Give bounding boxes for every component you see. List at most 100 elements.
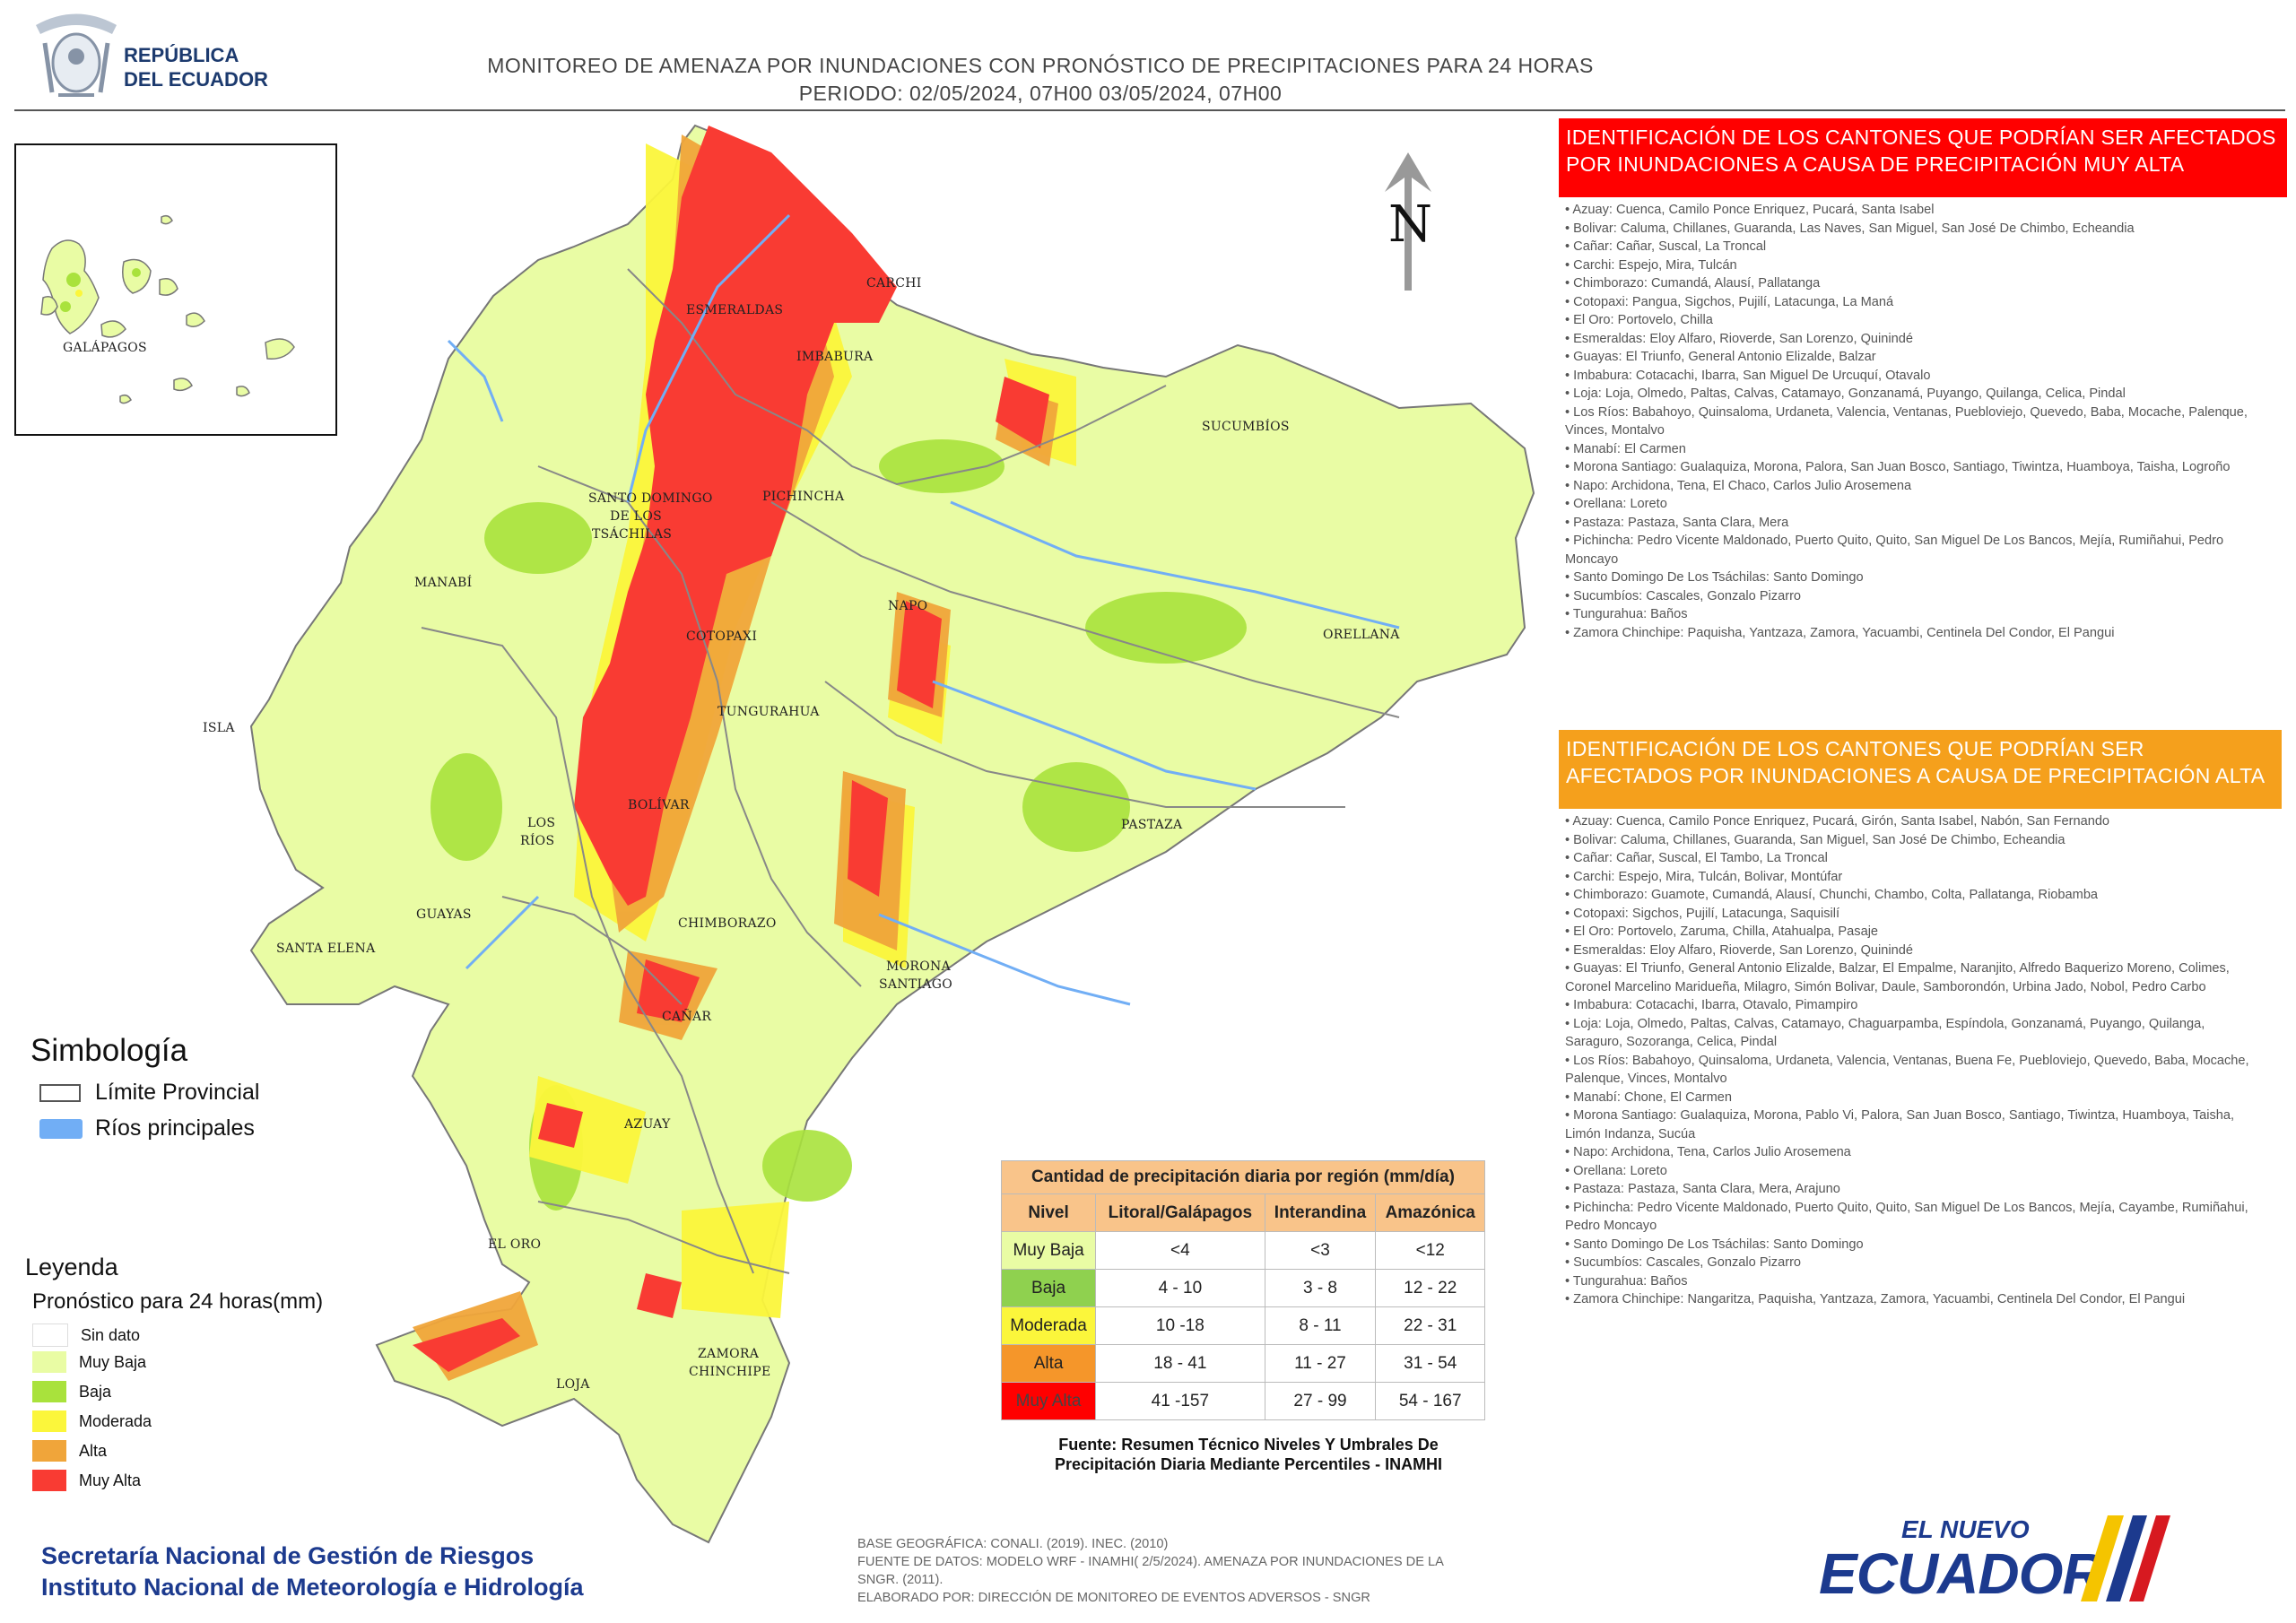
legend-label: Sin dato — [81, 1325, 141, 1344]
legend-swatch — [32, 1351, 66, 1373]
coat-of-arms-icon — [36, 13, 117, 97]
list-item: Morona Santiago: Gualaquiza, Morona, Pab… — [1565, 1107, 2265, 1143]
leyenda-subtitle: Pronóstico para 24 horas(mm) — [32, 1289, 324, 1314]
symbol-provincial-boundary: Límite Provincial — [39, 1080, 259, 1106]
legend-label: Muy Alta — [79, 1471, 142, 1489]
source-line-2: Precipitación Diaria Mediante Percentile… — [1054, 1455, 1443, 1473]
list-item: Santo Domingo De Los Tsáchilas: Santo Do… — [1565, 1236, 2265, 1254]
list-item: Santo Domingo De Los Tsáchilas: Santo Do… — [1565, 568, 2265, 587]
legend-label: Baja — [79, 1382, 112, 1401]
label-santa-elena: SANTA ELENA — [276, 942, 376, 956]
simbologia-title: Simbología — [30, 1033, 188, 1068]
value-cell: 54 - 167 — [1375, 1382, 1485, 1420]
label-chimborazo: CHIMBORAZO — [678, 916, 777, 931]
label-orellana: ORELLANA — [1323, 628, 1400, 642]
legend-row-moderada: Moderada — [32, 1410, 152, 1432]
boundary-label: Límite Provincial — [95, 1080, 260, 1105]
label-cotopaxi: COTOPAXI — [686, 629, 757, 644]
very-high-heading: IDENTIFICACIÓN DE LOS CANTONES QUE PODRÍ… — [1559, 118, 2287, 197]
label-sucumbios: SUCUMBÍOS — [1202, 418, 1290, 434]
table-row: Baja 4 - 10 3 - 8 12 - 22 — [1000, 1269, 1485, 1307]
organizations: Secretaría Nacional de Gestión de Riesgo… — [41, 1541, 584, 1603]
galapagos-islands: GALÁPAGOS — [40, 214, 295, 404]
legend-label: Moderada — [79, 1411, 152, 1430]
list-item: El Oro: Portovelo, Chilla — [1565, 311, 2265, 330]
list-item: Cotopaxi: Pangua, Sigchos, Pujilí, Latac… — [1565, 293, 2265, 312]
list-item: Imbabura: Cotacachi, Ibarra, Otavalo, Pi… — [1565, 996, 2265, 1015]
list-item: Zamora Chinchipe: Paquisha, Yantzaza, Za… — [1565, 624, 2265, 643]
legend-swatch — [32, 1470, 66, 1491]
label-zamora-2: CHINCHIPE — [689, 1365, 771, 1379]
value-cell: 41 -157 — [1095, 1382, 1265, 1420]
label-canar: CAÑAR — [662, 1008, 711, 1024]
label-pastaza: PASTAZA — [1121, 818, 1183, 832]
value-cell: 10 -18 — [1095, 1306, 1265, 1345]
label-napo: NAPO — [888, 599, 927, 613]
list-item: Loja: Loja, Olmedo, Paltas, Calvas, Cata… — [1565, 1015, 2265, 1052]
list-item: Loja: Loja, Olmedo, Paltas, Calvas, Cata… — [1565, 385, 2265, 404]
logo-line-2: DEL ECUADOR — [124, 68, 268, 91]
label-los-rios-1: LOS — [527, 816, 555, 830]
label-morona-1: MORONA — [886, 959, 952, 974]
header-divider — [14, 109, 2285, 111]
legend-swatch — [32, 1410, 66, 1432]
legend-label: Muy Baja — [79, 1352, 147, 1371]
boundary-swatch — [39, 1083, 81, 1102]
list-item: Bolivar: Caluma, Chillanes, Guaranda, Sa… — [1565, 831, 2265, 850]
label-santo-domingo-3: TSÁCHILAS — [592, 525, 672, 542]
list-item: Cañar: Cañar, Suscal, La Troncal — [1565, 238, 2265, 256]
credit-line-3: ELABORADO POR: DIRECCIÓN DE MONITOREO DE… — [857, 1591, 1370, 1605]
list-item: Zamora Chinchipe: Nangaritza, Paquisha, … — [1565, 1290, 2265, 1309]
river-swatch — [39, 1118, 83, 1139]
river-label: Ríos principales — [95, 1115, 255, 1141]
list-item: Carchi: Espejo, Mira, Tulcán, Bolivar, M… — [1565, 868, 2265, 887]
title-line-1: MONITOREO DE AMENAZA POR INUNDACIONES CO… — [487, 54, 1594, 77]
legend-swatch — [32, 1324, 68, 1347]
value-cell: <12 — [1375, 1231, 1485, 1270]
list-item: Cotopaxi: Sigchos, Pujilí, Latacunga, Sa… — [1565, 905, 2265, 924]
org-line-2: Instituto Nacional de Meteorología e Hid… — [41, 1574, 584, 1601]
list-item: Los Ríos: Babahoyo, Quinsaloma, Urdaneta… — [1565, 1052, 2265, 1089]
value-cell: <3 — [1264, 1231, 1377, 1270]
flag-stripes-icon — [2081, 1515, 2170, 1601]
list-item: Tungurahua: Baños — [1565, 605, 2265, 624]
precipitation-threshold-table: Cantidad de precipitación diaria por reg… — [1000, 1160, 1485, 1420]
map-credits: BASE GEOGRÁFICA: CONALI. (2019). INEC. (… — [857, 1535, 1485, 1607]
legend-swatch — [32, 1440, 66, 1462]
source-line-1: Fuente: Resumen Técnico Niveles Y Umbral… — [1058, 1436, 1439, 1454]
table-source: Fuente: Resumen Técnico Niveles Y Umbral… — [997, 1435, 1500, 1474]
list-item: Azuay: Cuenca, Camilo Ponce Enriquez, Pu… — [1565, 812, 2265, 831]
list-item: Sucumbíos: Cascales, Gonzalo Pizarro — [1565, 587, 2265, 606]
list-item: Manabí: El Carmen — [1565, 440, 2265, 459]
table-caption: Cantidad de precipitación diaria por reg… — [1001, 1160, 1485, 1194]
brand-small: EL NUEVO — [1901, 1515, 2030, 1543]
level-cell: Muy Baja — [1000, 1231, 1097, 1270]
list-item: Imbabura: Cotacachi, Ibarra, San Miguel … — [1565, 367, 2265, 386]
value-cell: 4 - 10 — [1095, 1269, 1265, 1307]
list-item: Guayas: El Triunfo, General Antonio Eliz… — [1565, 348, 2265, 367]
label-manabi: MANABÍ — [414, 574, 472, 590]
label-los-rios-2: RÍOS — [520, 832, 554, 848]
label-zamora-1: ZAMORA — [698, 1347, 760, 1361]
list-item: Tungurahua: Baños — [1565, 1272, 2265, 1291]
list-item: Cañar: Cañar, Suscal, El Tambo, La Tronc… — [1565, 849, 2265, 868]
label-bolivar: BOLÍVAR — [628, 796, 690, 812]
label-pichincha: PICHINCHA — [762, 490, 845, 504]
value-cell: 3 - 8 — [1264, 1269, 1377, 1307]
credit-line-1: BASE GEOGRÁFICA: CONALI. (2019). INEC. (… — [857, 1537, 1169, 1551]
table-header: Litoral/Galápagos — [1095, 1193, 1265, 1232]
label-santo-domingo-2: DE LOS — [610, 509, 662, 524]
value-cell: 22 - 31 — [1375, 1306, 1485, 1345]
list-item: Napo: Archidona, Tena, Carlos Julio Aros… — [1565, 1143, 2265, 1162]
title-line-2: PERIODO: 02/05/2024, 07H00 03/05/2024, 0… — [798, 82, 1283, 105]
label-guayas: GUAYAS — [416, 907, 472, 922]
list-item: Manabí: Chone, El Carmen — [1565, 1089, 2265, 1107]
list-item: El Oro: Portovelo, Zaruma, Chilla, Atahu… — [1565, 923, 2265, 942]
high-list: Azuay: Cuenca, Camilo Ponce Enriquez, Pu… — [1565, 812, 2265, 1309]
label-azuay: AZUAY — [623, 1117, 671, 1132]
table-row: Muy Alta 41 -157 27 - 99 54 - 167 — [1000, 1382, 1485, 1420]
list-item: Azuay: Cuenca, Camilo Ponce Enriquez, Pu… — [1565, 201, 2265, 220]
legend-row-sin-dato: Sin dato — [32, 1324, 140, 1347]
table-header: Nivel — [1000, 1193, 1097, 1232]
value-cell: 18 - 41 — [1095, 1344, 1265, 1383]
